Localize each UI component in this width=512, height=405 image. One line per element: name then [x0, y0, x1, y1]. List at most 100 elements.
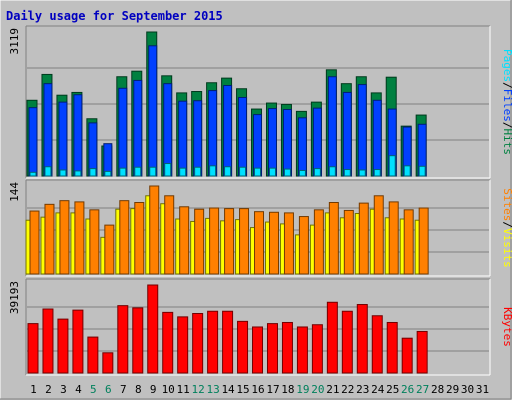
panel-kbytes: 39193 KBytes	[8, 278, 512, 376]
bar-sites-day-22	[343, 209, 354, 275]
x-tick-label-day-8: 8	[135, 383, 142, 396]
bar-files-day-16	[253, 114, 263, 177]
chart-title: Daily usage for September 2015	[6, 9, 223, 23]
bar-sites-day-23	[358, 202, 369, 275]
x-tick-label-day-17: 17	[266, 383, 279, 396]
x-tick-label-day-29: 29	[446, 383, 459, 396]
x-tick-label-day-6: 6	[105, 383, 112, 396]
x-tick-label-day-28: 28	[431, 383, 444, 396]
x-tick-label-day-31: 31	[476, 383, 489, 396]
bar-sites-day-10	[164, 195, 175, 275]
bar-files-day-21	[327, 76, 337, 177]
bar-pages-day-26	[403, 165, 411, 177]
bar-pages-day-13	[209, 165, 217, 177]
bar-pages-day-2	[44, 166, 52, 177]
x-tick-label-day-14: 14	[221, 383, 235, 396]
series-axis-label-part: Sites	[501, 188, 512, 221]
x-tick-label-day-21: 21	[326, 383, 339, 396]
bar-sites-day-26	[403, 209, 414, 275]
bar-files-day-1	[28, 107, 38, 177]
bar-files-day-8	[133, 79, 143, 177]
bar-kbytes-day-13	[207, 310, 219, 374]
series-axis-label: Sites/Visits	[501, 188, 512, 268]
x-tick-label-day-24: 24	[371, 383, 385, 396]
bar-sites-day-27	[418, 207, 429, 275]
x-tick-label-day-13: 13	[206, 383, 219, 396]
bar-kbytes-day-22	[341, 310, 353, 374]
bar-sites-day-16	[254, 211, 265, 275]
series-axis-label-part: Pages	[501, 49, 512, 82]
bar-kbytes-day-24	[371, 315, 383, 374]
bar-kbytes-day-8	[132, 307, 144, 374]
x-tick-label-day-16: 16	[251, 383, 264, 396]
ymax-label: 144	[8, 182, 21, 202]
x-tick-label-day-11: 11	[177, 383, 190, 396]
bar-kbytes-day-11	[177, 316, 189, 374]
bar-files-day-3	[58, 101, 68, 177]
bar-files-day-9	[148, 45, 158, 177]
bar-files-day-19	[297, 117, 307, 177]
bar-kbytes-day-9	[147, 284, 159, 374]
series-axis-label-part: Files	[501, 89, 512, 122]
bar-pages-day-1	[29, 171, 37, 177]
bar-sites-day-1	[29, 210, 40, 275]
bar-files-day-12	[193, 100, 203, 177]
bar-pages-day-6	[104, 170, 112, 177]
x-tick-label-day-25: 25	[386, 383, 399, 396]
bar-files-day-24	[372, 99, 382, 177]
bar-sites-day-24	[373, 195, 384, 275]
x-tick-label-day-22: 22	[341, 383, 354, 396]
bar-sites-day-9	[149, 185, 160, 275]
bar-sites-day-7	[119, 200, 130, 275]
bar-kbytes-day-26	[401, 337, 413, 374]
series-axis-label: KBytes	[501, 307, 512, 347]
bar-files-day-2	[43, 83, 53, 177]
bar-sites-day-21	[328, 202, 339, 275]
bar-kbytes-day-18	[281, 321, 293, 374]
bar-pages-day-21	[328, 166, 336, 177]
x-tick-label-day-12: 12	[192, 383, 205, 396]
bar-pages-day-17	[268, 167, 276, 177]
bar-kbytes-day-20	[311, 324, 323, 374]
series-axis-label-part: /	[501, 82, 512, 89]
x-tick-label-day-10: 10	[162, 383, 175, 396]
bar-sites-day-14	[224, 208, 235, 275]
bar-pages-day-4	[74, 170, 82, 177]
bar-files-day-14	[223, 85, 233, 177]
x-axis-labels: 1 2 3 4 5 6 7 8 9 10 11 12 13 14 15 16 17 18 19 20 21 22 23 24 2…	[30, 383, 489, 396]
bar-kbytes-day-25	[386, 321, 398, 374]
bar-pages-day-9	[149, 166, 157, 177]
bar-pages-day-20	[313, 168, 321, 177]
x-tick-label-day-15: 15	[236, 383, 249, 396]
bar-pages-day-19	[298, 169, 306, 177]
x-tick-label-day-7: 7	[120, 383, 127, 396]
series-axis-label-part: Visits	[501, 228, 512, 268]
bar-pages-day-18	[283, 168, 291, 177]
x-tick-label-day-1: 1	[30, 383, 37, 396]
bar-kbytes-day-6	[102, 352, 114, 374]
ymax-label: 39193	[8, 281, 21, 314]
x-tick-label-day-23: 23	[356, 383, 369, 396]
bar-kbytes-day-1	[27, 323, 39, 374]
bar-kbytes-day-7	[117, 305, 129, 374]
bar-pages-day-15	[239, 166, 247, 177]
x-tick-label-day-19: 19	[296, 383, 309, 396]
bar-files-day-17	[267, 108, 277, 177]
bar-sites-day-25	[388, 201, 399, 275]
bar-pages-day-22	[343, 169, 351, 177]
bar-kbytes-day-19	[296, 326, 308, 374]
bar-sites-day-17	[268, 211, 279, 275]
x-tick-label-day-5: 5	[90, 383, 97, 396]
bar-files-day-13	[208, 90, 218, 177]
bar-files-day-20	[312, 107, 322, 177]
bar-sites-day-20	[313, 209, 324, 275]
x-tick-label-day-20: 20	[311, 383, 324, 396]
bar-files-day-22	[342, 91, 352, 177]
bar-kbytes-day-23	[356, 304, 368, 374]
bar-sites-day-3	[59, 200, 70, 275]
bar-kbytes-day-10	[162, 311, 174, 374]
x-tick-label-day-9: 9	[150, 383, 157, 396]
bar-kbytes-day-27	[416, 330, 428, 374]
x-tick-label-day-4: 4	[75, 383, 82, 396]
